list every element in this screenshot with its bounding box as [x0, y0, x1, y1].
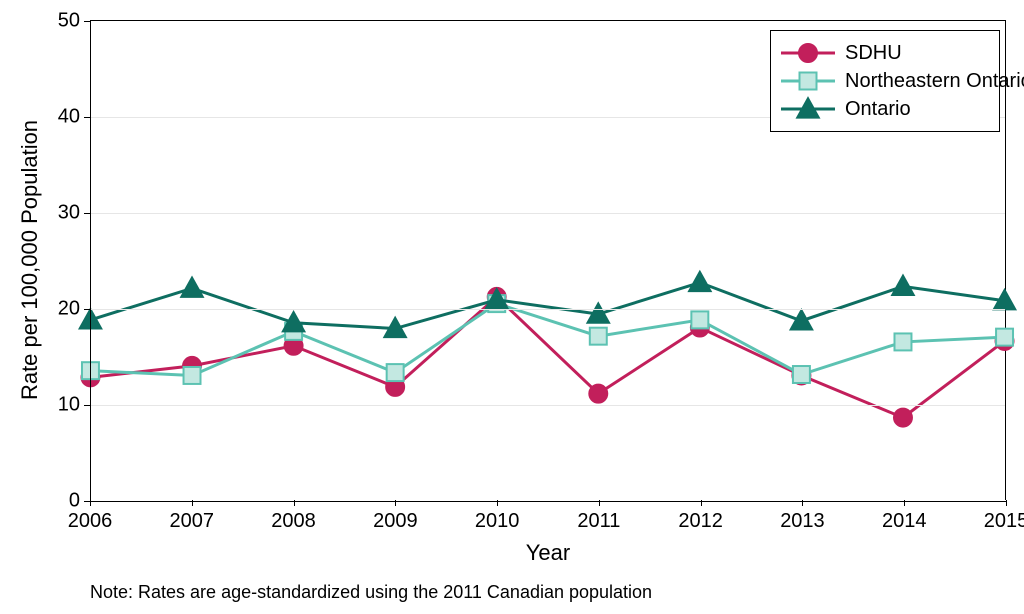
legend-label: SDHU [845, 42, 902, 65]
series-marker [184, 367, 201, 384]
legend-row: SDHU [781, 39, 985, 67]
series-marker [387, 364, 404, 381]
legend-row: Ontario [781, 95, 985, 123]
legend: SDHUNortheastern Ontario Ontario [770, 30, 1000, 132]
x-tick-label: 2015 [984, 500, 1024, 533]
series-marker [793, 366, 810, 383]
gridline [90, 213, 1005, 214]
x-axis-title: Year [526, 540, 570, 566]
series-marker [894, 333, 911, 350]
y-axis-title: Rate per 100,000 Population [17, 120, 43, 400]
series-line [90, 297, 1004, 418]
y-axis-line [90, 21, 91, 501]
x-tick-mark [802, 500, 803, 506]
gridline [90, 405, 1005, 406]
series-line [90, 304, 1004, 376]
x-tick-mark [395, 500, 396, 506]
legend-swatch [781, 71, 835, 91]
x-tick-mark [1006, 500, 1007, 506]
legend-row: Northeastern Ontario [781, 67, 985, 95]
series-marker [894, 409, 912, 427]
legend-swatch [781, 99, 835, 119]
x-axis-line [90, 501, 1006, 502]
x-tick-mark [701, 500, 702, 506]
legend-label: Ontario [845, 98, 911, 121]
series-marker [691, 311, 708, 328]
series-marker [892, 276, 914, 295]
x-tick-mark [90, 500, 91, 506]
series-marker [689, 272, 711, 291]
rate-chart: 0102030405020062007200820092010201120122… [0, 0, 1024, 614]
x-tick-mark [599, 500, 600, 506]
x-tick-mark [192, 500, 193, 506]
x-tick-mark [294, 500, 295, 506]
series-marker [590, 328, 607, 345]
legend-label: Northeastern Ontario [845, 70, 1024, 93]
series-marker [589, 385, 607, 403]
series-marker [181, 278, 203, 297]
legend-swatch [781, 43, 835, 63]
x-tick-mark [497, 500, 498, 506]
series-marker [996, 329, 1013, 346]
gridline [90, 309, 1005, 310]
chart-note: Note: Rates are age-standardized using t… [90, 582, 652, 603]
series-line [90, 283, 1004, 329]
x-tick-mark [904, 500, 905, 506]
